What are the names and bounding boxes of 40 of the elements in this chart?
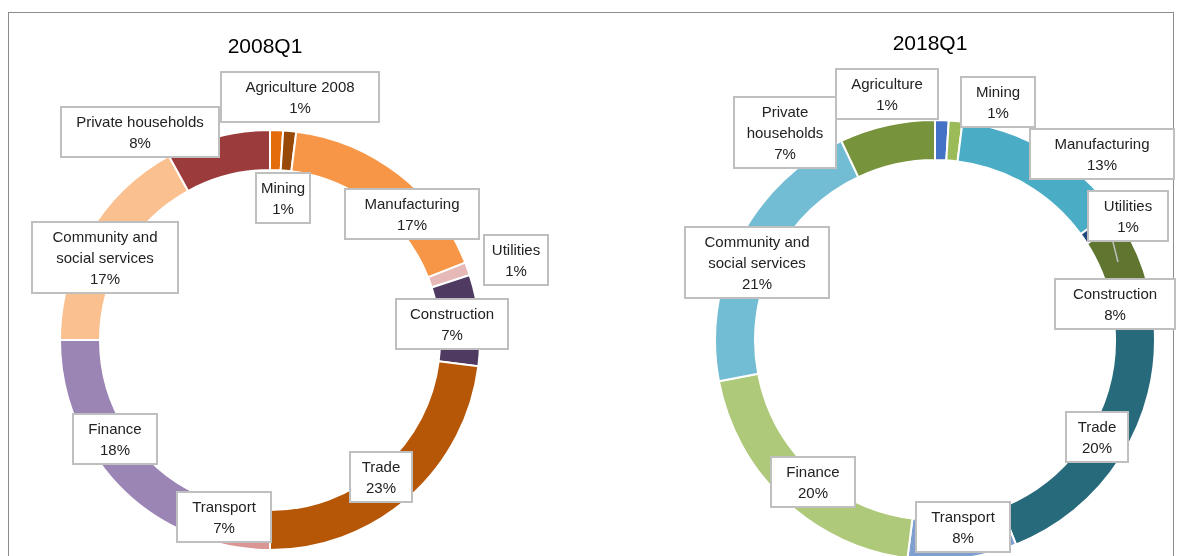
slice-label: Transport	[930, 507, 996, 527]
slice-label: Mining	[974, 82, 1022, 102]
slice-label: Construction	[1071, 284, 1159, 304]
slice-label: Construction	[408, 304, 496, 324]
data-label: 7%	[440, 325, 464, 345]
data-label: 21%	[741, 274, 773, 294]
slice-label: Agriculture 2008	[244, 77, 356, 97]
slice-label: Trade	[360, 457, 402, 477]
data-label: 20%	[797, 483, 829, 503]
slice-label: Finance	[87, 419, 143, 439]
slice-label: Agriculture	[850, 74, 924, 94]
slice-label: Community and social services	[703, 232, 811, 273]
slice-label: Manufacturing	[363, 194, 461, 214]
slice-label: Trade	[1076, 417, 1118, 437]
data-label: 8%	[128, 133, 152, 153]
data-label: 17%	[89, 269, 121, 289]
slice-label: Finance	[785, 462, 841, 482]
data-label: 8%	[1103, 305, 1127, 325]
slice-label: Mining	[261, 178, 306, 198]
data-label: 1%	[986, 103, 1010, 123]
data-label: 1%	[504, 261, 528, 281]
data-label: 13%	[1086, 155, 1118, 175]
chart-title: 2018Q1	[891, 31, 969, 55]
slice-label: Community and social services	[51, 227, 159, 268]
slice-label: Utilities	[1102, 196, 1154, 216]
data-label: 20%	[1081, 438, 1113, 458]
data-label: 18%	[99, 440, 131, 460]
data-label: 1%	[271, 199, 295, 219]
data-label: 1%	[875, 95, 899, 115]
data-label: 17%	[396, 215, 428, 235]
chart-title: 2008Q1	[226, 34, 304, 58]
slice-label: Manufacturing	[1053, 134, 1151, 154]
slice-label: Utilities	[490, 240, 542, 260]
slice-label: Private households	[745, 102, 825, 143]
data-label: 1%	[288, 98, 312, 118]
data-label: 1%	[1116, 217, 1140, 237]
slice-label: Private households	[75, 112, 205, 132]
data-label: 23%	[365, 478, 397, 498]
data-label: 8%	[951, 528, 975, 548]
data-label: 7%	[773, 144, 797, 164]
